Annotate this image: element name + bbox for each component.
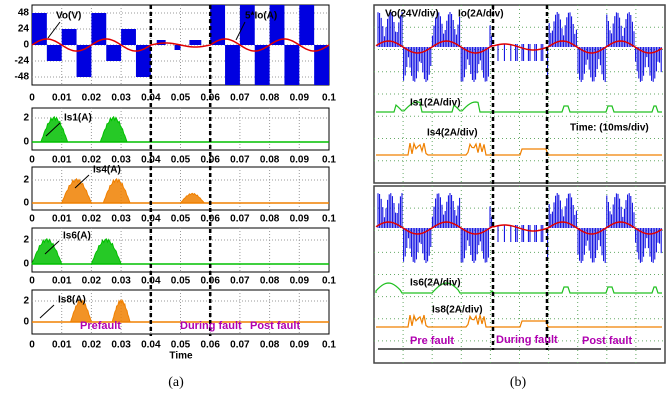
trace-label: Vo(V) — [56, 11, 81, 22]
y-tick-label: -48 — [15, 72, 30, 83]
y-tick-label: 2 — [23, 113, 29, 124]
pwm-block — [299, 5, 314, 45]
phase-label: During fault — [180, 320, 242, 332]
x-tick-label: 0.05 — [171, 276, 191, 287]
x-tick-label: 0.09 — [290, 340, 310, 351]
trace-label: Is8(2A/div) — [432, 305, 483, 316]
x-tick-label: 0.01 — [52, 93, 72, 104]
x-tick-label: 0.07 — [230, 276, 250, 287]
y-tick-label: 0 — [23, 198, 29, 209]
x-tick-label: 0.1 — [322, 155, 336, 166]
x-tick-label: 0 — [29, 93, 35, 104]
x-tick-label: 0.09 — [290, 155, 310, 166]
x-tick-label: 0.07 — [230, 214, 250, 225]
x-tick-label: 0.03 — [111, 214, 131, 225]
y-tick-label: 2 — [23, 175, 29, 186]
x-tick-label: 0.01 — [52, 276, 72, 287]
x-tick-label: 0.08 — [260, 93, 280, 104]
trace-label: Is4(2A/div) — [427, 128, 478, 139]
phase-label: Pre fault — [410, 335, 454, 347]
pwm-block — [284, 45, 299, 85]
x-tick-label: 0.08 — [260, 214, 280, 225]
x-tick-label: 0.02 — [82, 214, 102, 225]
x-tick-label: 0.09 — [290, 276, 310, 287]
trace-label: Is6(2A/div) — [410, 278, 461, 289]
phase-label: Prefault — [80, 320, 121, 332]
pwm-block — [47, 45, 62, 61]
x-tick-label: 0.06 — [200, 340, 220, 351]
y-tick-label: 2 — [23, 235, 29, 246]
pwm-block — [225, 45, 240, 85]
trace-label: Time: (10ms/div) — [570, 123, 649, 134]
x-tick-label: 0.08 — [260, 340, 280, 351]
y-tick-label: 48 — [18, 8, 30, 19]
y-tick-label: 0 — [23, 259, 29, 270]
x-tick-label: 0.05 — [171, 155, 191, 166]
x-tick-label: 0.02 — [82, 276, 102, 287]
y-tick-label: 0 — [23, 137, 29, 148]
x-tick-label: 0.09 — [290, 214, 310, 225]
trace-label: Is8(A) — [58, 295, 86, 306]
y-tick-label: 24 — [18, 24, 30, 35]
y-tick-label: 2 — [23, 296, 29, 307]
pwm-block — [106, 45, 121, 61]
x-tick-label: 0 — [29, 340, 35, 351]
y-tick-label: -24 — [15, 56, 30, 67]
x-tick-label: 0 — [29, 214, 35, 225]
figure: (a) (b) Time 48 24 0 -24 -48 0 0.01 0.02 0.03 0.0… — [0, 0, 671, 397]
x-tick-label: 0.01 — [52, 340, 72, 351]
x-tick-label: 0.03 — [111, 340, 131, 351]
trace-label: Is1(A) — [64, 113, 92, 124]
y-tick-label: 0 — [23, 317, 29, 328]
trace-label: 5*Io(A) — [245, 11, 277, 22]
x-tick-label: 0.1 — [322, 214, 336, 225]
x-tick-label: 0.1 — [322, 340, 336, 351]
phase-label: Post fault — [582, 335, 632, 347]
pwm-block — [121, 29, 136, 45]
x-tick-label: 0.01 — [52, 214, 72, 225]
x-tick-label: 0.05 — [171, 93, 191, 104]
x-axis-label: Time — [169, 351, 193, 362]
x-tick-label: 0.1 — [322, 276, 336, 287]
y-tick-label: 0 — [23, 40, 29, 51]
x-tick-label: 0.07 — [230, 340, 250, 351]
x-tick-label: 0.08 — [260, 276, 280, 287]
x-tick-label: 0.07 — [230, 93, 250, 104]
x-tick-label: 0.1 — [322, 93, 336, 104]
trace-label: Is6(A) — [63, 231, 91, 242]
x-tick-label: 0.01 — [52, 155, 72, 166]
x-tick-label: 0.03 — [111, 93, 131, 104]
pwm-block — [175, 45, 181, 50]
x-tick-label: 0.05 — [171, 340, 191, 351]
x-tick-label: 0.04 — [141, 340, 161, 351]
x-tick-label: 0.07 — [230, 155, 250, 166]
caption-a: (a) — [168, 375, 184, 390]
trace-label: Is1(2A/div) — [410, 98, 461, 109]
trace-label: Is4(A) — [93, 165, 121, 176]
phase-label: Post fault — [250, 320, 300, 332]
x-tick-label: 0.02 — [82, 340, 102, 351]
x-tick-label: 0.05 — [171, 214, 191, 225]
trace-label: Vo(24V/div) — [385, 9, 439, 20]
x-tick-label: 0.08 — [260, 155, 280, 166]
phase-label: During fault — [496, 334, 558, 346]
x-tick-label: 0.03 — [111, 276, 131, 287]
x-tick-label: 0 — [29, 155, 35, 166]
pwm-block — [189, 40, 201, 45]
x-tick-label: 0.09 — [290, 93, 310, 104]
trace-label: Io(2A/div) — [458, 9, 504, 20]
pwm-block — [62, 29, 77, 45]
caption-b: (b) — [510, 375, 527, 390]
x-tick-label: 0 — [29, 276, 35, 287]
x-tick-label: 0.02 — [82, 93, 102, 104]
